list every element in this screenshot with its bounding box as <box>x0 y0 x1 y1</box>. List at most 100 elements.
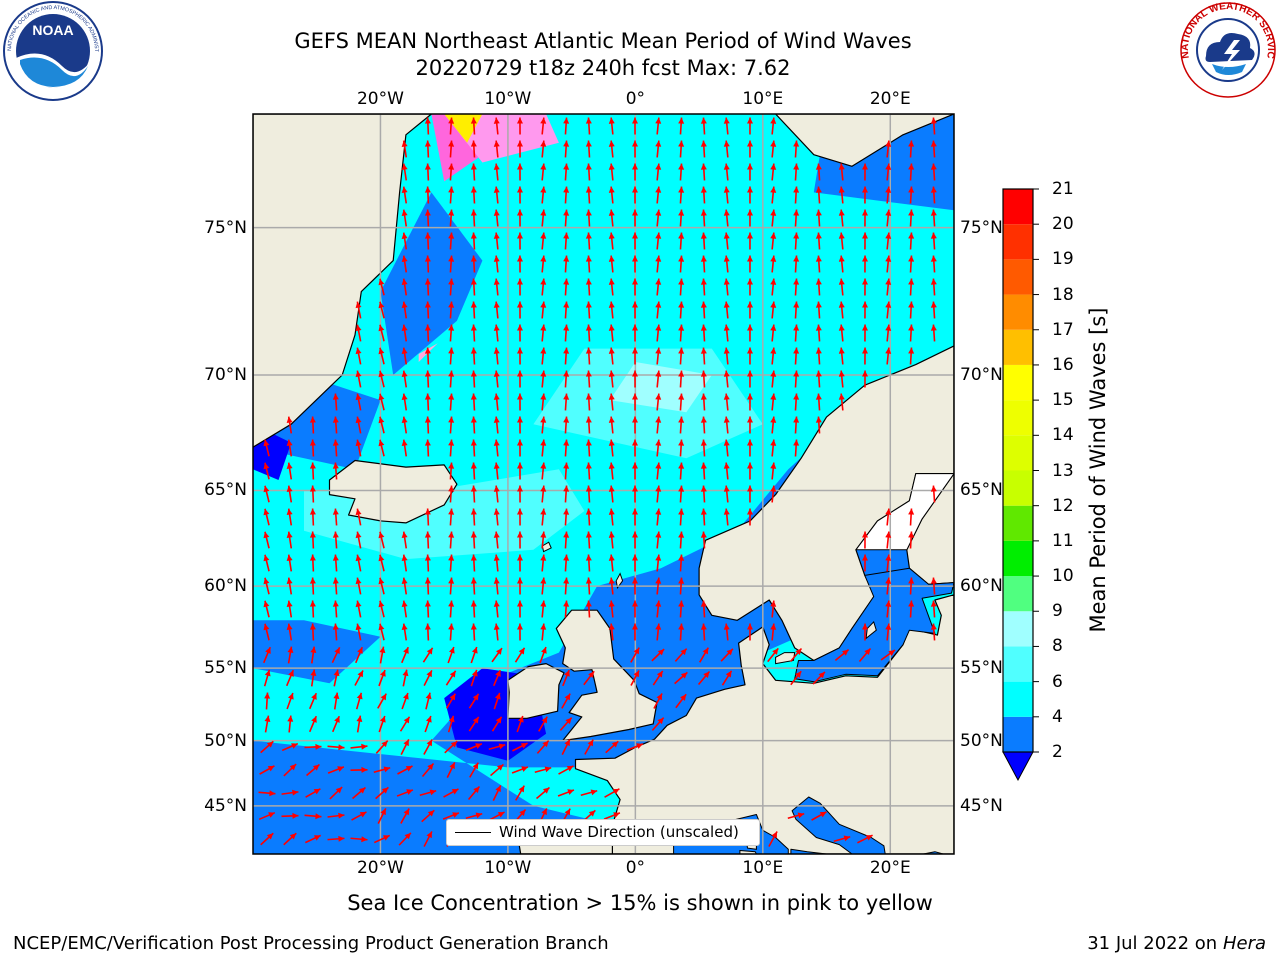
wave-direction-arrow <box>608 186 615 204</box>
wave-direction-arrow <box>885 301 892 319</box>
wave-direction-arrow <box>281 742 299 752</box>
wave-direction-arrow <box>470 646 478 664</box>
wave-direction-arrow <box>424 393 431 411</box>
wave-period-band <box>253 348 954 854</box>
wave-direction-arrow <box>446 693 456 709</box>
wave-direction-arrow <box>401 554 408 572</box>
wave-direction-arrow <box>401 577 408 595</box>
wave-direction-arrow <box>858 648 872 662</box>
wave-direction-arrow <box>770 393 777 411</box>
lon-tick-label-bottom: 10°E <box>742 858 784 878</box>
wave-direction-arrow <box>470 508 477 526</box>
wave-direction-arrow <box>448 347 455 365</box>
wave-direction-arrow <box>397 765 413 775</box>
wave-direction-arrow <box>304 813 322 820</box>
wave-direction-arrow <box>580 789 598 797</box>
wave-direction-arrow <box>263 600 270 618</box>
wave-direction-arrow <box>536 786 550 800</box>
wave-direction-arrow <box>493 370 500 388</box>
land-iceland <box>328 459 458 524</box>
wave-direction-arrow <box>651 717 665 731</box>
wave-direction-arrow <box>424 209 431 227</box>
wave-direction-arrow <box>678 508 685 526</box>
colorbar-tick-label: 10 <box>1052 566 1074 587</box>
wave-direction-arrow <box>332 508 339 526</box>
wave-direction-arrow <box>493 439 500 457</box>
wave-direction-arrow <box>908 140 915 158</box>
wave-direction-arrow <box>286 485 293 503</box>
wave-direction-arrow <box>655 278 662 296</box>
wave-direction-arrow <box>511 766 529 774</box>
wave-direction-arrow <box>675 693 687 709</box>
colorbar <box>1002 188 1039 782</box>
wave-direction-arrow <box>448 370 455 388</box>
wave-direction-arrow <box>373 834 391 844</box>
wave-direction-arrow <box>470 232 477 250</box>
wave-direction-arrow <box>378 278 385 296</box>
wave-direction-arrow <box>793 439 800 457</box>
wave-direction-arrow <box>512 742 528 752</box>
wave-direction-arrow <box>608 554 615 572</box>
machine-name: Hera <box>1222 933 1266 954</box>
wave-direction-arrow <box>465 812 483 820</box>
wave-direction-arrow <box>631 577 638 595</box>
wave-direction-arrow <box>655 439 662 457</box>
wave-direction-arrow <box>770 278 777 296</box>
wave-direction-arrow <box>378 715 386 733</box>
wave-direction-arrow <box>540 140 547 158</box>
wave-direction-arrow <box>747 439 754 457</box>
wave-direction-arrow <box>309 439 316 457</box>
wave-direction-arrow <box>286 600 293 618</box>
wave-direction-arrow <box>304 743 322 750</box>
wave-direction-arrow <box>655 347 662 365</box>
wave-direction-arrow <box>448 485 455 503</box>
wave-direction-arrow <box>793 347 800 365</box>
lon-tick-label-bottom: 20°W <box>356 858 404 878</box>
wave-direction-arrow <box>516 531 523 549</box>
wave-direction-arrow <box>305 788 321 798</box>
wave-direction-arrow <box>448 324 455 342</box>
wave-direction-arrow <box>516 301 523 319</box>
wave-direction-arrow <box>540 232 547 250</box>
wave-direction-arrow <box>793 370 800 388</box>
wave-direction-arrow <box>678 278 685 296</box>
wave-direction-arrow <box>655 186 662 204</box>
wave-direction-arrow <box>678 577 685 595</box>
wave-direction-arrow <box>561 693 571 709</box>
wave-direction-arrow <box>770 416 777 434</box>
wave-direction-arrow <box>563 370 570 388</box>
wave-direction-arrow <box>723 163 730 181</box>
wave-direction-arrow <box>470 554 477 572</box>
wave-direction-arrow <box>652 670 664 686</box>
wave-direction-arrow <box>423 670 433 686</box>
wave-direction-arrow <box>857 834 873 844</box>
wave-direction-arrow <box>678 531 685 549</box>
wave-direction-arrow <box>723 117 730 135</box>
wave-direction-arrow <box>631 347 638 365</box>
wave-direction-arrow <box>815 255 822 273</box>
wave-direction-arrow <box>631 255 638 273</box>
wave-direction-arrow <box>908 600 915 618</box>
wave-direction-arrow <box>885 186 892 204</box>
wave-direction-arrow <box>399 716 411 732</box>
wave-direction-arrow <box>700 623 707 641</box>
wave-direction-arrow <box>674 671 688 685</box>
wave-direction-arrow <box>515 785 525 801</box>
wave-direction-arrow <box>585 554 592 572</box>
lon-tick-label-top: 0° <box>625 89 646 109</box>
wave-direction-arrow <box>585 278 592 296</box>
wave-direction-arrow <box>770 623 777 641</box>
wave-direction-arrow <box>678 186 685 204</box>
wave-direction-arrow <box>608 209 615 227</box>
wave-direction-arrow <box>747 255 754 273</box>
wave-direction-arrow <box>608 278 615 296</box>
colorbar-tick-label: 21 <box>1052 179 1074 199</box>
wave-direction-arrow <box>377 693 387 709</box>
wave-direction-arrow <box>930 301 937 319</box>
lat-tick-label-right: 75°N <box>960 217 1003 238</box>
wave-direction-arrow <box>448 623 455 641</box>
wave-direction-arrow <box>631 623 638 641</box>
wave-direction-arrow <box>493 531 500 549</box>
wave-direction-arrow <box>608 347 615 365</box>
wave-direction-arrow <box>608 255 615 273</box>
